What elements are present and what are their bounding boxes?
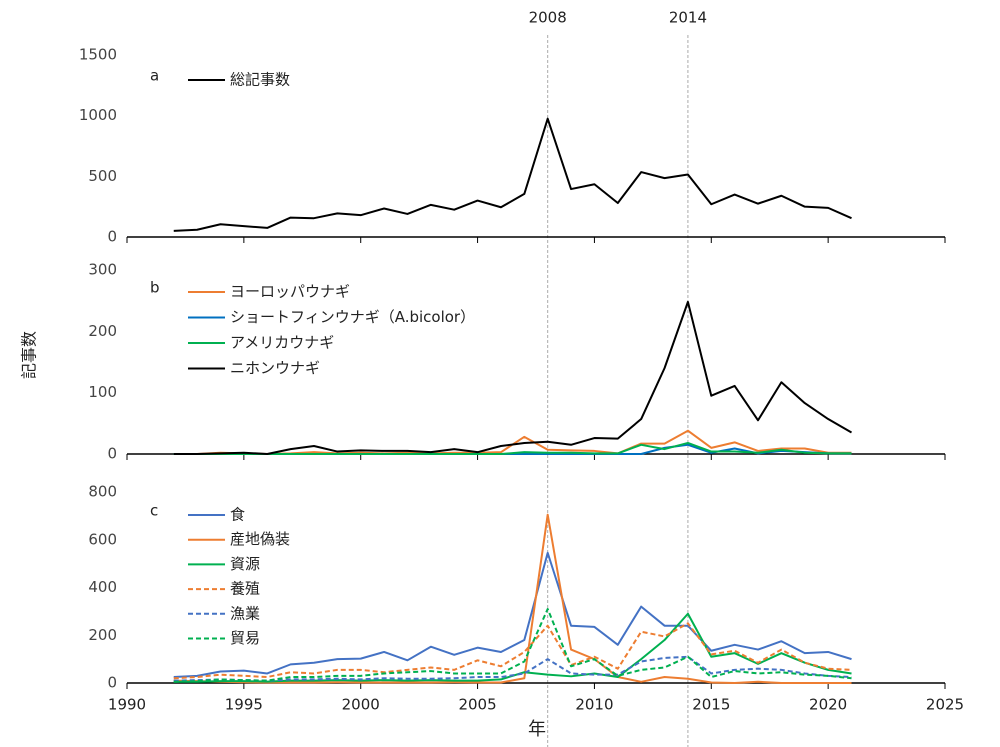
legend-label: 産地偽装 <box>230 530 290 548</box>
x-tick-label: 2000 <box>342 696 380 714</box>
legend-label: ショートフィンウナギ（A.bicolor） <box>230 308 475 326</box>
y-tick-label: 0 <box>107 445 117 463</box>
x-tick-label: 1995 <box>225 696 263 714</box>
legend-label: 資源 <box>230 555 260 573</box>
legend-label: 食 <box>230 506 245 524</box>
y-tick-label: 400 <box>88 578 117 596</box>
legend-label: ヨーロッパウナギ <box>230 283 350 301</box>
y-tick-label: 0 <box>107 674 117 692</box>
data-line <box>173 551 852 679</box>
x-tick-label: 2020 <box>809 696 847 714</box>
y-tick-label: 600 <box>88 530 117 548</box>
x-tick-label: 1990 <box>108 696 146 714</box>
reference-label: 2008 <box>529 9 567 27</box>
x-axis-label: 年 <box>528 719 546 740</box>
data-line <box>173 441 852 455</box>
y-tick-label: 1500 <box>79 46 117 64</box>
legend-label: 養殖 <box>230 580 260 598</box>
x-tick-label: 2010 <box>575 696 613 714</box>
panel-label: a <box>150 67 159 85</box>
data-line <box>173 117 852 232</box>
panel-label: b <box>150 279 160 297</box>
x-tick-label: 2025 <box>926 696 964 714</box>
data-line <box>173 429 852 455</box>
legend-label: 漁業 <box>230 604 260 622</box>
y-axis-label: 記事数 <box>20 331 39 379</box>
x-tick-label: 2015 <box>692 696 730 714</box>
data-line <box>173 622 852 680</box>
legend-label: ニホンウナギ <box>230 359 320 377</box>
data-line <box>173 655 852 682</box>
x-tick-label: 2005 <box>458 696 496 714</box>
legend-label: 総記事数 <box>230 71 290 89</box>
y-tick-label: 500 <box>88 167 117 185</box>
data-line <box>173 513 852 684</box>
legend-label: アメリカウナギ <box>230 334 334 352</box>
y-tick-label: 800 <box>88 483 117 501</box>
y-tick-label: 100 <box>88 383 117 401</box>
y-tick-label: 1000 <box>79 106 117 124</box>
reference-label: 2014 <box>669 9 707 27</box>
legend-label: 貿易 <box>230 629 260 647</box>
y-tick-label: 200 <box>88 322 117 340</box>
y-tick-label: 200 <box>88 626 117 644</box>
data-line <box>173 300 853 455</box>
y-tick-label: 0 <box>107 228 117 246</box>
panel-label: c <box>150 502 158 520</box>
data-line <box>173 607 852 683</box>
y-tick-label: 300 <box>88 261 117 279</box>
